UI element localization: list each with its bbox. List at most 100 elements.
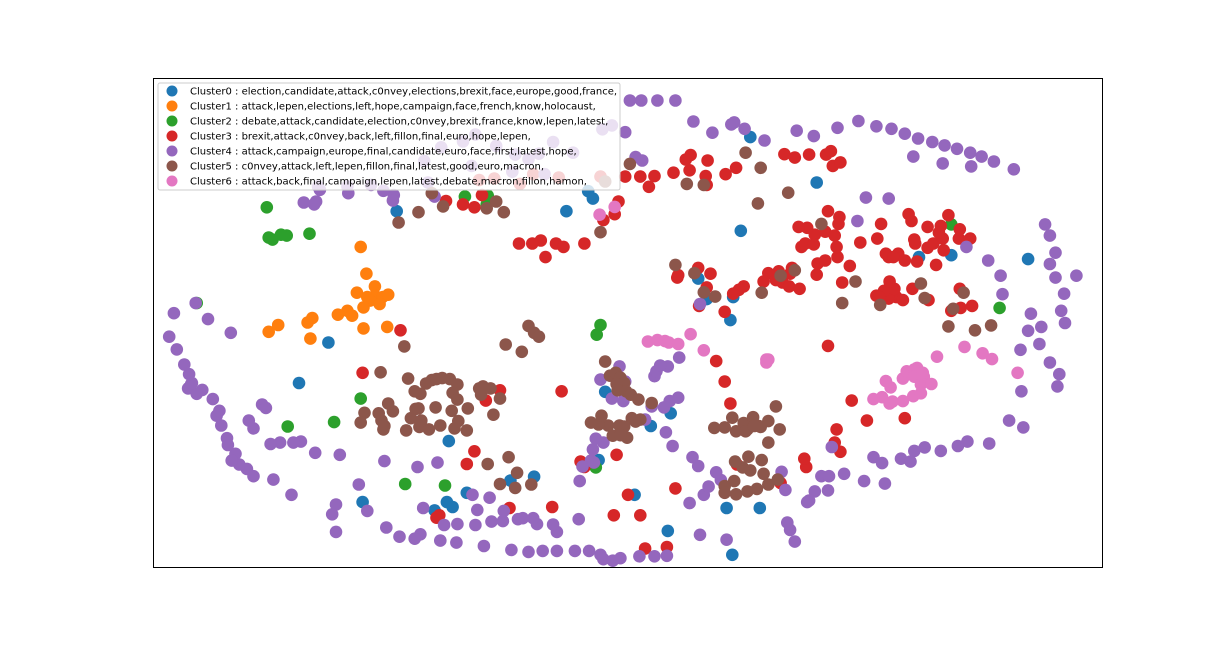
cluster5-point xyxy=(404,411,418,425)
cluster4-point xyxy=(837,467,851,481)
cluster4-point xyxy=(951,439,965,453)
cluster4-point xyxy=(505,543,518,557)
cluster4-point xyxy=(380,521,393,534)
cluster4-point xyxy=(660,549,674,563)
cluster5-point xyxy=(762,478,775,491)
cluster4-point xyxy=(526,511,540,525)
cluster4-point xyxy=(1049,246,1062,259)
legend-label-cluster4: Cluster4 : attack,campaign,europe,final,… xyxy=(190,147,577,158)
cluster4-point xyxy=(822,469,836,483)
cluster4-point xyxy=(831,121,844,135)
cluster5-point xyxy=(632,393,645,406)
cluster2-point xyxy=(993,301,1006,315)
cluster4-point xyxy=(522,545,535,559)
cluster5-point xyxy=(378,419,391,433)
cluster4-point xyxy=(1058,316,1072,330)
cluster4-point xyxy=(1021,324,1035,338)
cluster5-point xyxy=(718,421,731,434)
cluster4-point xyxy=(825,440,839,454)
cluster3-point xyxy=(669,482,682,495)
cluster4-point xyxy=(225,454,238,467)
cluster4-point xyxy=(213,404,226,418)
cluster4-point xyxy=(963,146,977,159)
cluster4-point xyxy=(800,495,814,509)
cluster3-point xyxy=(660,540,674,554)
cluster5-point xyxy=(645,396,658,410)
cluster3-point xyxy=(908,233,921,246)
cluster5-point xyxy=(480,202,494,215)
cluster3-point xyxy=(937,244,950,257)
cluster5-point xyxy=(835,296,849,310)
cluster5-point xyxy=(697,178,711,192)
cluster5-point xyxy=(873,298,887,312)
cluster0-point xyxy=(734,224,748,238)
cluster5-point xyxy=(623,157,637,171)
cluster4-point xyxy=(586,443,600,456)
cluster5-point xyxy=(445,404,459,418)
cluster3-point xyxy=(902,207,915,221)
cluster5-point xyxy=(747,419,761,433)
cluster1-point xyxy=(304,332,317,345)
cluster4-point xyxy=(1057,287,1071,301)
cluster5-point xyxy=(499,338,512,351)
cluster4-point xyxy=(851,214,864,228)
cluster4-point xyxy=(936,157,949,170)
cluster4-point xyxy=(758,134,771,147)
legend: Cluster0 : election,candidate,attack,c0n… xyxy=(157,82,621,191)
cluster3-point xyxy=(788,151,802,164)
cluster5-point xyxy=(729,425,743,438)
cluster4-point xyxy=(573,474,586,488)
cluster3-point xyxy=(792,220,805,234)
cluster1-point xyxy=(381,288,395,302)
cluster4-point xyxy=(904,455,917,468)
cluster5-point xyxy=(942,320,955,333)
cluster4-point xyxy=(416,501,430,515)
cluster5-point xyxy=(358,406,371,420)
cluster5-point xyxy=(525,478,538,491)
cluster4-point xyxy=(693,528,707,542)
cluster5-point xyxy=(727,474,741,488)
cluster5-point xyxy=(392,216,405,229)
cluster3-point xyxy=(642,180,656,194)
cluster4-point xyxy=(451,517,464,531)
cluster5-point xyxy=(815,217,828,231)
cluster6-point xyxy=(684,327,697,341)
cluster6-point xyxy=(925,377,938,391)
cluster5-point xyxy=(688,266,701,280)
cluster3-point xyxy=(468,445,481,458)
cluster4-point xyxy=(975,150,988,163)
cluster4-point xyxy=(669,94,682,107)
cluster4-point xyxy=(352,478,366,491)
cluster4-point xyxy=(1051,380,1064,393)
cluster4-point xyxy=(982,437,996,450)
cluster4-point xyxy=(536,544,549,558)
cluster5-point xyxy=(595,409,608,423)
cluster3-point xyxy=(802,148,816,161)
cluster3-point xyxy=(834,156,847,169)
cluster4-point xyxy=(511,512,525,526)
cluster6-point xyxy=(1011,366,1024,380)
cluster1-point xyxy=(301,316,314,329)
cluster5-point xyxy=(968,324,982,337)
cluster4-point xyxy=(635,94,648,107)
cluster4-point xyxy=(215,419,228,432)
cluster4-point xyxy=(497,504,511,518)
cluster3-point xyxy=(578,237,591,250)
cluster3-point xyxy=(557,240,570,254)
cluster4-point xyxy=(653,359,667,372)
cluster2-point xyxy=(354,392,368,405)
cluster4-point xyxy=(987,155,1001,168)
cluster2-point xyxy=(398,477,412,491)
cluster5-point xyxy=(751,197,765,210)
cluster2-point xyxy=(590,328,603,342)
cluster4-point xyxy=(706,126,719,139)
cluster3-point xyxy=(830,423,843,436)
cluster3-point xyxy=(874,217,888,231)
cluster4-point xyxy=(1035,320,1048,334)
cluster1-point xyxy=(357,322,370,335)
cluster3-point xyxy=(356,366,369,380)
cluster6-point xyxy=(914,387,928,400)
cluster3-point xyxy=(782,280,796,293)
cluster5-point xyxy=(434,419,447,432)
cluster4-point xyxy=(635,154,649,167)
